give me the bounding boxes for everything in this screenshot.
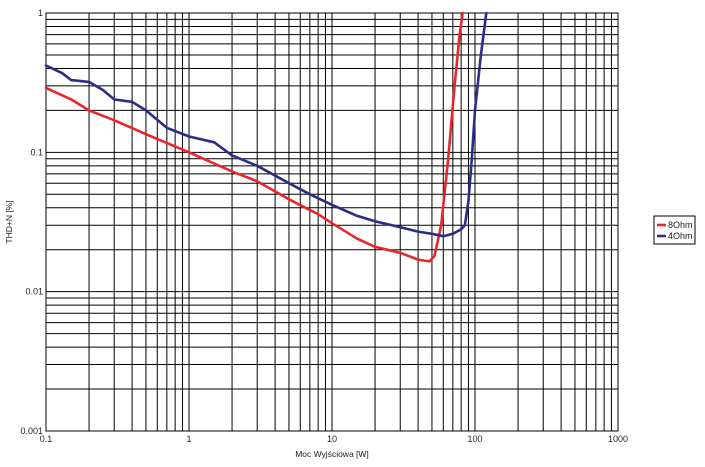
y-axis-ticks: 0.001 0.01 0.1 1 bbox=[20, 8, 43, 436]
series-layer bbox=[44, 11, 488, 263]
legend-box bbox=[653, 215, 696, 245]
x-tick-label: 1000 bbox=[608, 434, 628, 444]
y-tick-label: 0.1 bbox=[30, 147, 43, 157]
legend-label-4ohm: 4Ohm bbox=[668, 231, 693, 241]
series-line-4ohm bbox=[44, 11, 488, 238]
series-line-8ohm bbox=[44, 11, 464, 263]
y-axis-label: THD+N [%] bbox=[4, 200, 14, 243]
x-axis-label: Moc Wyjściowa [W] bbox=[295, 449, 369, 459]
legend-label-8ohm: 8Ohm bbox=[668, 220, 693, 230]
grid bbox=[45, 13, 618, 432]
y-tick-label: 0.001 bbox=[20, 426, 43, 436]
x-axis-ticks: 0.1 1 10 100 1000 bbox=[40, 434, 628, 444]
y-tick-label: 1 bbox=[38, 8, 43, 18]
x-tick-label: 0.1 bbox=[40, 434, 53, 444]
x-tick-label: 100 bbox=[467, 434, 482, 444]
x-tick-label: 10 bbox=[327, 434, 337, 444]
x-tick-label: 1 bbox=[186, 434, 191, 444]
plot-frame bbox=[45, 12, 619, 432]
y-tick-label: 0.01 bbox=[25, 287, 43, 297]
